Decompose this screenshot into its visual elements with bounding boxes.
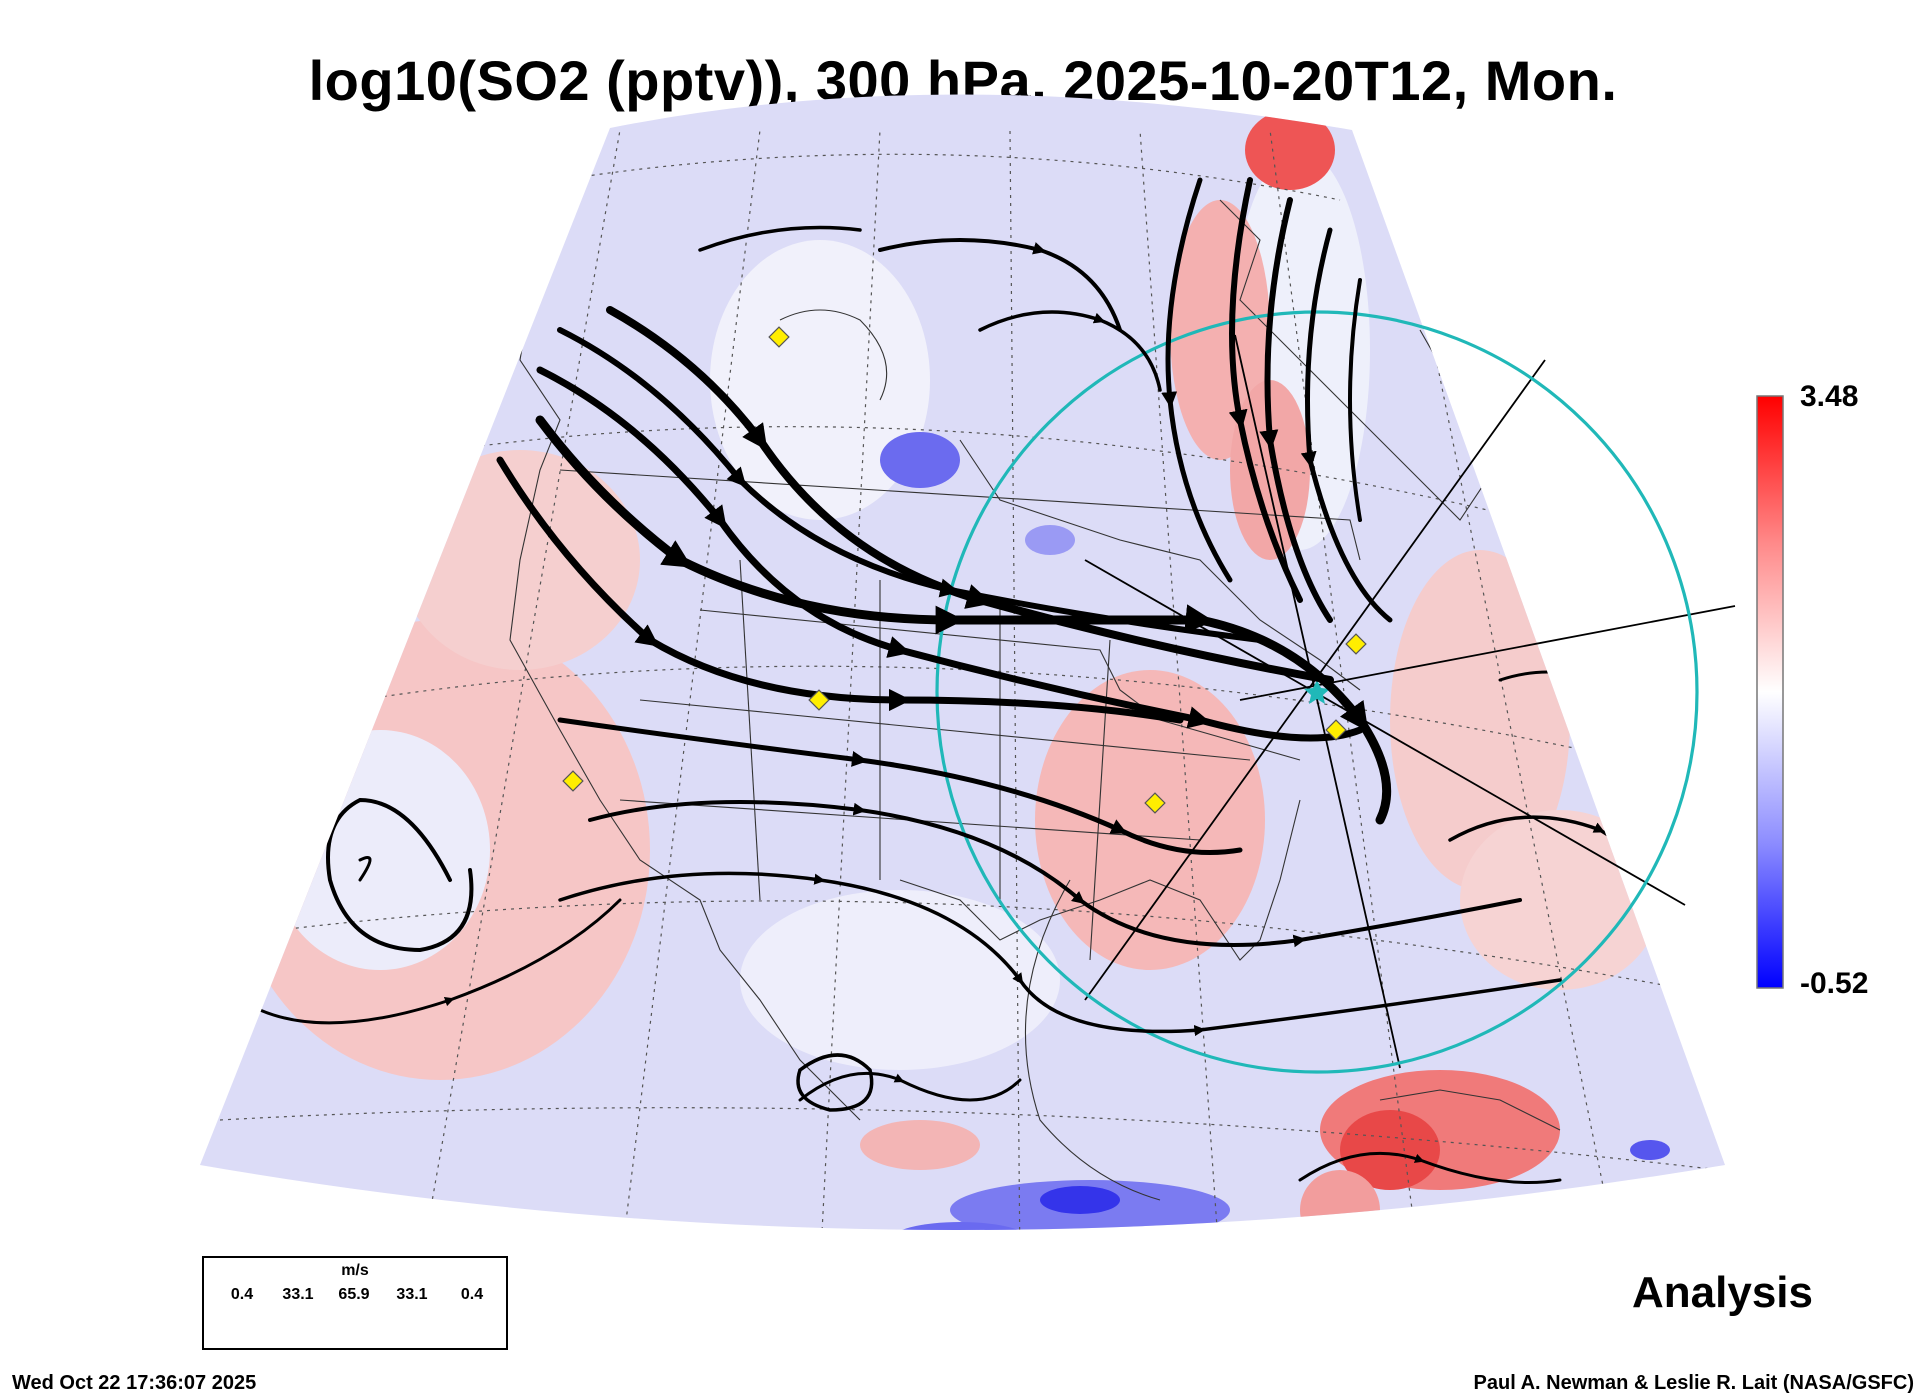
colorbar-max-label: 3.48 xyxy=(1800,380,1859,413)
wind-legend-value: 0.4 xyxy=(460,1286,484,1303)
site-marker xyxy=(562,770,584,792)
site-markers xyxy=(562,326,1367,814)
wind-legend-value: 33.1 xyxy=(282,1286,314,1303)
site-marker xyxy=(1325,719,1347,741)
footer-timestamp: Wed Oct 22 17:36:07 2025 xyxy=(12,1372,257,1394)
wind-streamlines xyxy=(258,177,1662,1184)
wind-legend: m/s 0.4 33.1 65.9 33.1 0.4 xyxy=(202,1256,508,1350)
colorbar-min-label: -0.52 xyxy=(1800,967,1869,1000)
site-marker xyxy=(808,689,830,711)
wind-legend-value: 33.1 xyxy=(396,1286,428,1303)
wind-legend-unit: m/s xyxy=(341,1262,369,1279)
wind-legend-value: 65.9 xyxy=(338,1286,370,1303)
site-marker xyxy=(768,326,790,348)
wind-legend-value: 0.4 xyxy=(230,1286,254,1303)
colorbar xyxy=(1756,395,1784,989)
site-marker xyxy=(1144,792,1166,814)
analysis-stamp: Analysis xyxy=(1632,1268,1813,1317)
footer-credit: Paul A. Newman & Leslie R. Lait (NASA/GS… xyxy=(1473,1372,1914,1394)
site-marker xyxy=(1345,633,1367,655)
